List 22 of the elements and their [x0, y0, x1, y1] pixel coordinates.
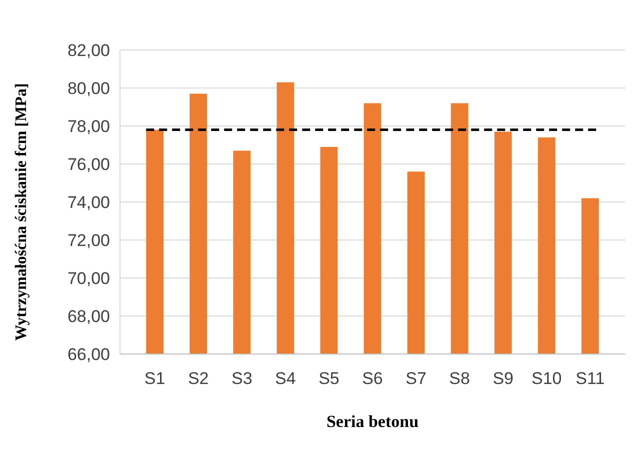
y-tick-label: 82,00 [67, 40, 110, 60]
x-axis-title: Seria betonu [326, 412, 419, 431]
y-axis-title: Wytrzymałośćna ściskanie fcm [MPa] [13, 83, 30, 341]
x-tick-label: S9 [492, 369, 514, 388]
x-tick-label: S11 [576, 369, 605, 388]
y-tick-label: 78,00 [67, 116, 110, 136]
y-tick-label: 72,00 [67, 230, 110, 250]
x-tick-label: S3 [232, 369, 252, 388]
y-tick-label: 70,00 [67, 268, 110, 288]
x-tick-label: S10 [532, 369, 562, 388]
x-tick-label: S4 [275, 369, 296, 388]
x-tick-label: S2 [188, 369, 209, 388]
x-tick-label: S7 [406, 369, 426, 388]
x-tick-label: S5 [318, 369, 340, 388]
y-tick-label: 68,00 [67, 306, 110, 326]
y-tick-label: 76,00 [67, 154, 110, 174]
x-tick-label: S1 [144, 369, 166, 388]
y-tick-label: 74,00 [67, 192, 110, 212]
y-tick-label: 66,00 [67, 344, 110, 364]
x-tick-label: S8 [449, 369, 470, 388]
y-tick-label: 80,00 [67, 78, 110, 98]
x-tick-label: S6 [362, 369, 383, 388]
